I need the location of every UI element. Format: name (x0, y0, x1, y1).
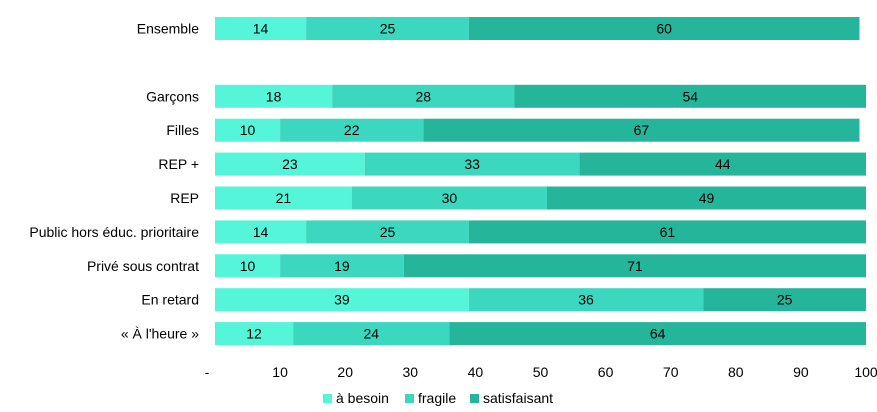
bar-segment (215, 152, 365, 176)
data-label: 10 (240, 122, 256, 138)
data-label: 21 (276, 190, 292, 206)
x-tick-label: 30 (403, 364, 419, 380)
x-tick-label: 60 (598, 364, 614, 380)
data-label: 64 (650, 326, 666, 342)
data-label: 60 (656, 21, 672, 37)
bar-segment (215, 288, 469, 312)
bar-segment (403, 254, 866, 278)
data-label: 22 (344, 122, 360, 138)
bar-segment (468, 17, 860, 40)
bar-segment (215, 322, 294, 346)
category-label: Public hors éduc. prioritaire (29, 224, 199, 240)
bar-segment (703, 288, 866, 312)
bar-segment (306, 17, 469, 40)
bar-segment (332, 84, 515, 108)
legend-swatch (323, 394, 332, 403)
category-label: « À l'heure » (121, 326, 199, 342)
category-label: Ensemble (137, 21, 199, 37)
data-label: 36 (578, 292, 594, 308)
bar-segment (514, 84, 866, 108)
data-label: 39 (334, 292, 350, 308)
data-label: 44 (715, 156, 731, 172)
bar-segment (280, 254, 404, 278)
data-label: 28 (416, 88, 432, 104)
legend: à besoin fragile satisfaisant (323, 390, 553, 406)
data-label: 25 (777, 292, 793, 308)
data-label: 18 (266, 88, 282, 104)
category-label: REP (170, 190, 199, 206)
bar-segment (215, 84, 333, 108)
x-tick-label: 50 (533, 364, 549, 380)
legend-swatch (405, 394, 414, 403)
data-label: 14 (253, 21, 269, 37)
data-label: 33 (464, 156, 480, 172)
x-tick-label: 70 (663, 364, 679, 380)
data-label: 25 (380, 21, 396, 37)
x-axis-ticks: - 10 20 30 40 50 60 70 80 90 100 (205, 364, 877, 380)
category-label: En retard (141, 292, 199, 308)
data-label: 49 (699, 190, 715, 206)
data-label: 23 (282, 156, 298, 172)
x-tick-label: - (205, 364, 210, 380)
data-label: 14 (253, 224, 269, 240)
category-label: Privé sous contrat (87, 258, 199, 274)
bars-layer: 14 25 60 18 28 54 10 22 67 23 33 44 21 30 49 14 25 61 10 19… (215, 17, 866, 346)
data-label: 67 (634, 122, 650, 138)
data-label: 24 (363, 326, 379, 342)
legend-entry: à besoin (336, 390, 389, 406)
x-tick-label: 40 (468, 364, 484, 380)
x-tick-label: 80 (728, 364, 744, 380)
bar-segment (215, 254, 281, 278)
data-label: 30 (442, 190, 458, 206)
bar-segment (449, 322, 866, 346)
category-label: Garçons (146, 88, 199, 104)
bar-segment (468, 220, 866, 244)
x-tick-label: 10 (272, 364, 288, 380)
bar-segment (215, 17, 307, 40)
x-tick-label: 20 (337, 364, 353, 380)
bar-segment (215, 118, 281, 142)
data-label: 54 (682, 88, 698, 104)
bar-segment (351, 186, 548, 210)
data-label: 61 (660, 224, 676, 240)
legend-entry: fragile (418, 390, 456, 406)
bar-segment (215, 186, 352, 210)
legend-entry: satisfaisant (483, 390, 553, 406)
data-label: 71 (627, 258, 643, 274)
data-label: 25 (380, 224, 396, 240)
legend-swatch (470, 394, 479, 403)
data-label: 10 (240, 258, 256, 274)
bar-segment (468, 288, 704, 312)
data-label: 12 (246, 326, 262, 342)
category-labels: Ensemble Garçons Filles REP + REP Public hors… (29, 21, 199, 342)
bar-segment (306, 220, 469, 244)
x-tick-label: 100 (854, 364, 877, 380)
category-label: Filles (166, 122, 199, 138)
data-label: 19 (334, 258, 350, 274)
bar-segment (547, 186, 866, 210)
x-tick-label: 90 (793, 364, 809, 380)
bar-segment (280, 118, 424, 142)
category-label: REP + (158, 156, 199, 172)
bar-segment (423, 118, 860, 142)
bar-segment (364, 152, 580, 176)
bar-segment (579, 152, 866, 176)
bar-segment (293, 322, 450, 346)
bar-segment (215, 220, 307, 244)
